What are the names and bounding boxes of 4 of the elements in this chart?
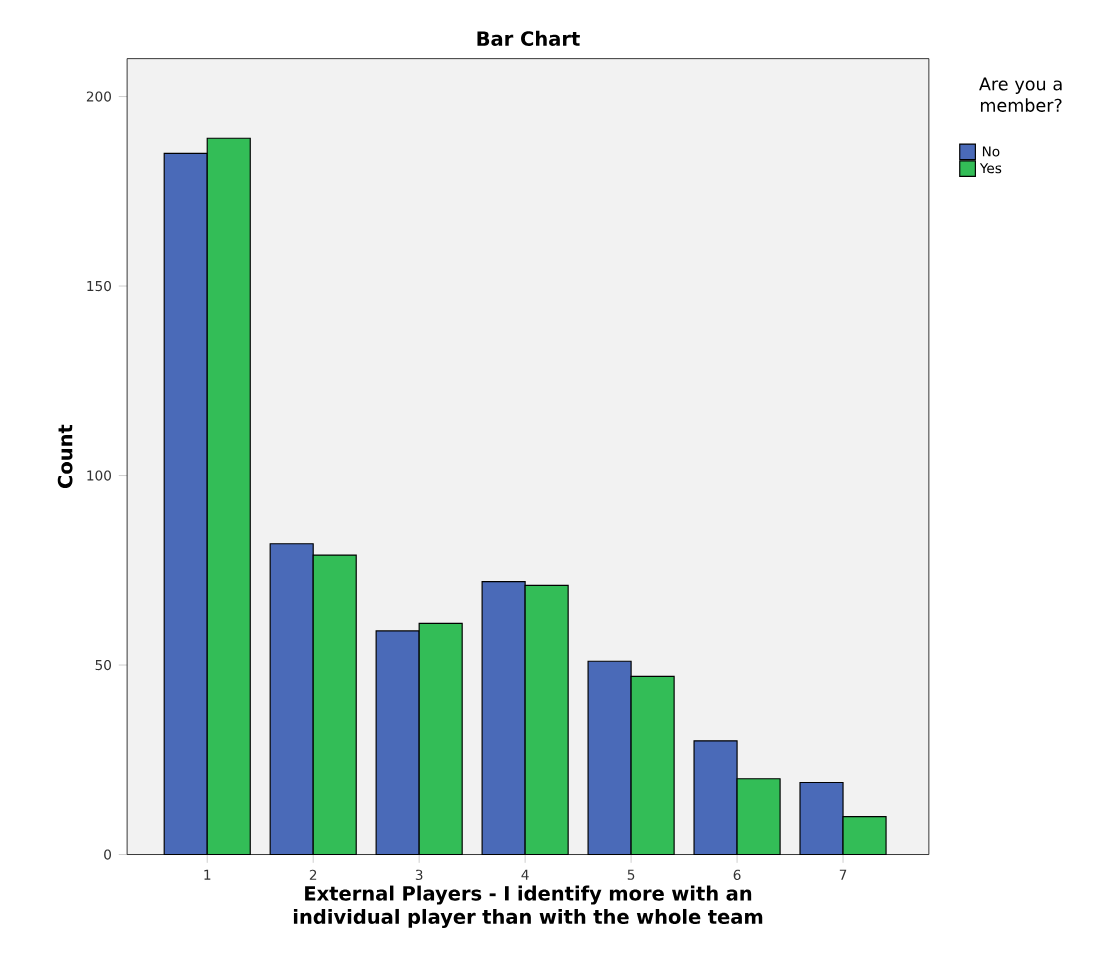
y-axis-title: Count: [57, 424, 73, 489]
x-axis-title: External Players - I identify more with an individual player than with the whole team: [293, 885, 763, 929]
legend-title: Are you a member?: [979, 77, 1062, 113]
chart-title: Bar Chart: [477, 30, 580, 47]
